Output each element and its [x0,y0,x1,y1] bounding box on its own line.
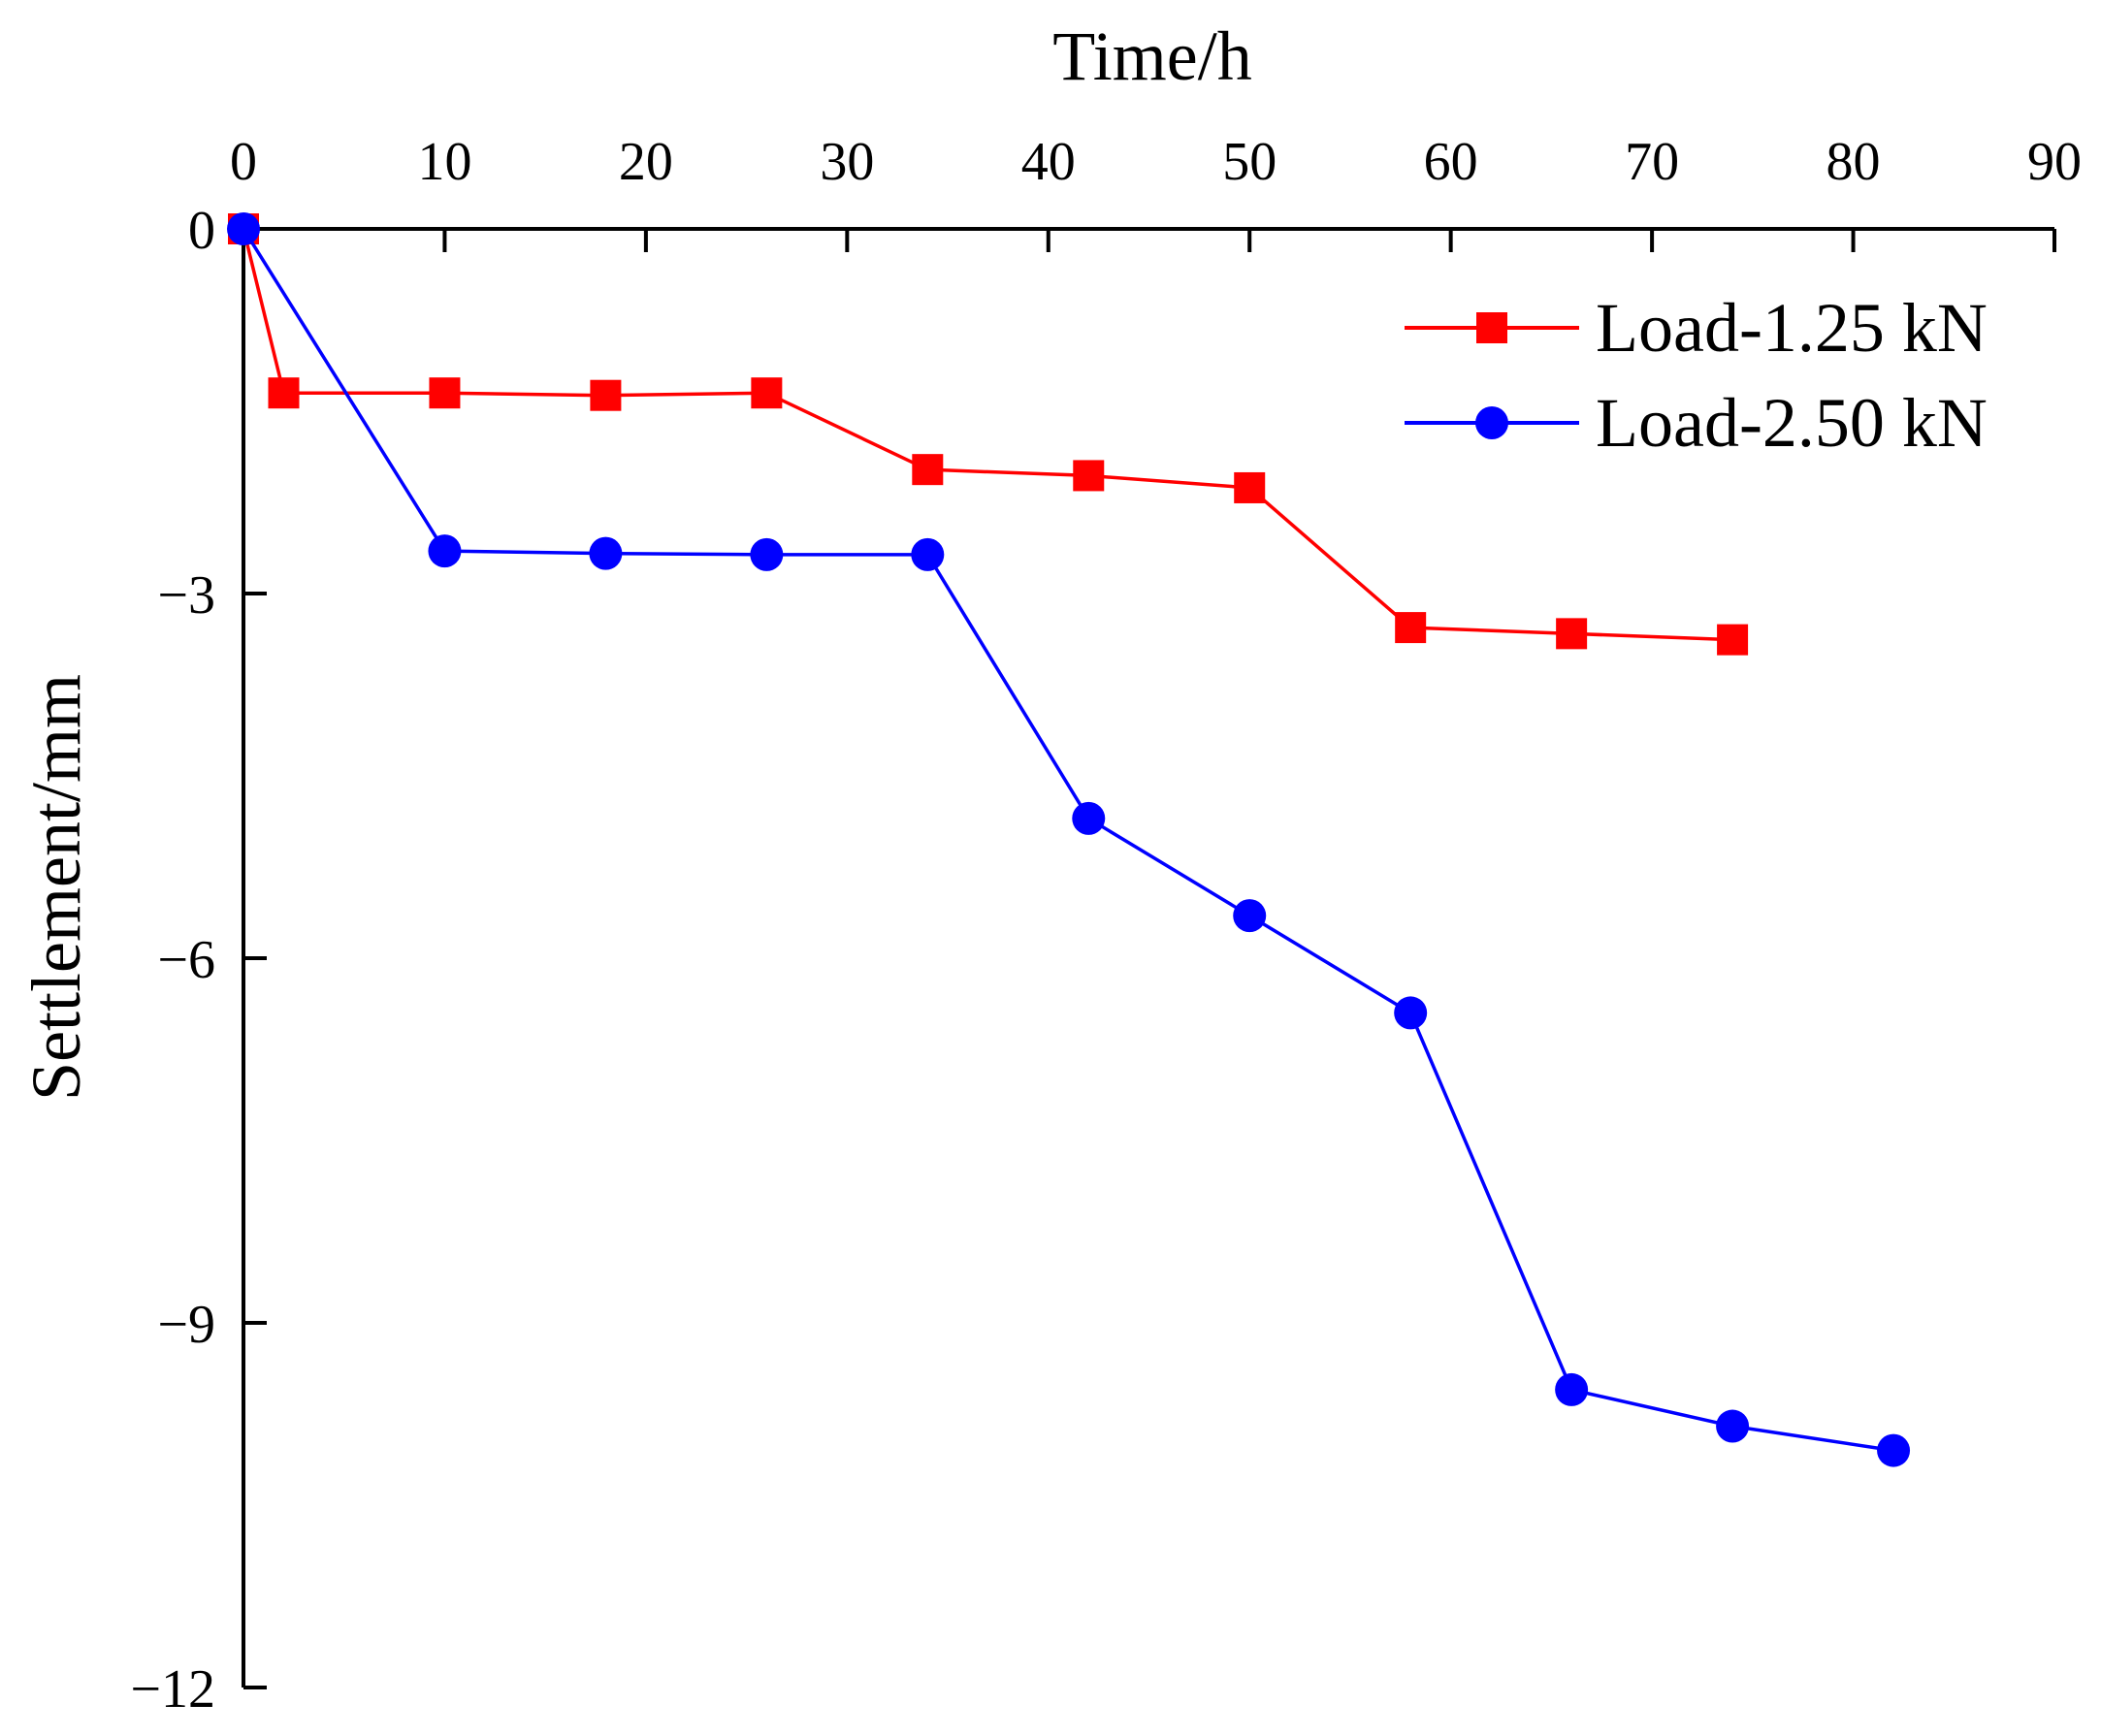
legend-label-1: Load-1.25 kN [1596,289,1988,367]
series-1-point-7 [1234,471,1266,503]
y-axis-title: Settlement/mm [17,674,95,1101]
series-2-point-0 [227,212,260,245]
series-2-point-5 [1072,801,1106,835]
series-2 [227,212,1911,1467]
series-2-point-7 [1394,996,1428,1030]
x-tick-label-70: 70 [1625,132,1679,192]
series-2-point-4 [911,537,945,571]
x-tick-label-60: 60 [1424,132,1478,192]
series-2-point-3 [750,537,784,571]
series-2-point-8 [1555,1372,1589,1406]
series-1-point-4 [751,377,783,409]
legend: Load-1.25 kN Load-2.50 kN [1405,289,1988,462]
series-1-point-3 [590,379,622,411]
series-line-1 [242,228,1733,642]
series-2-point-10 [1877,1433,1911,1467]
legend-marker-1 [1476,312,1507,343]
legend-entry-2: Load-2.50 kN [1405,384,1988,462]
y-tick-label-0: 0 [188,201,215,261]
axes: 0 10 20 30 40 50 60 70 80 90 0 −3 −6 −9 −12 [130,132,2082,1720]
x-tick-label-90: 90 [2027,132,2082,192]
x-tick-label-0: 0 [230,132,257,192]
series-1-point-10 [1717,624,1749,656]
series-2-point-9 [1716,1409,1750,1443]
series-1-point-8 [1395,612,1427,644]
legend-label-2: Load-2.50 kN [1596,384,1988,462]
y-tick-label--6: −6 [157,930,215,990]
x-tick-label-80: 80 [1826,132,1881,192]
series-1-point-5 [912,454,944,486]
series-1-point-2 [429,377,461,409]
series-2-point-2 [589,536,623,570]
x-tick-label-40: 40 [1021,132,1076,192]
series-2-point-1 [428,534,462,568]
y-tick-label--12: −12 [130,1659,215,1720]
x-tick-label-20: 20 [619,132,673,192]
series-1-point-6 [1073,460,1105,492]
legend-entry-1: Load-1.25 kN [1405,289,1988,367]
series-1-point-1 [268,377,300,409]
series-1-point-9 [1556,618,1588,650]
x-tick-label-50: 50 [1222,132,1277,192]
series-layer [227,212,1911,1467]
y-tick-label--3: −3 [157,565,215,626]
x-axis-title: Time/h [1052,17,1251,95]
series-2-point-6 [1233,899,1267,933]
legend-marker-2 [1475,406,1508,439]
x-tick-label-30: 30 [820,132,874,192]
y-tick-label--9: −9 [157,1295,215,1355]
x-tick-label-10: 10 [417,132,471,192]
series-1 [228,213,1749,656]
